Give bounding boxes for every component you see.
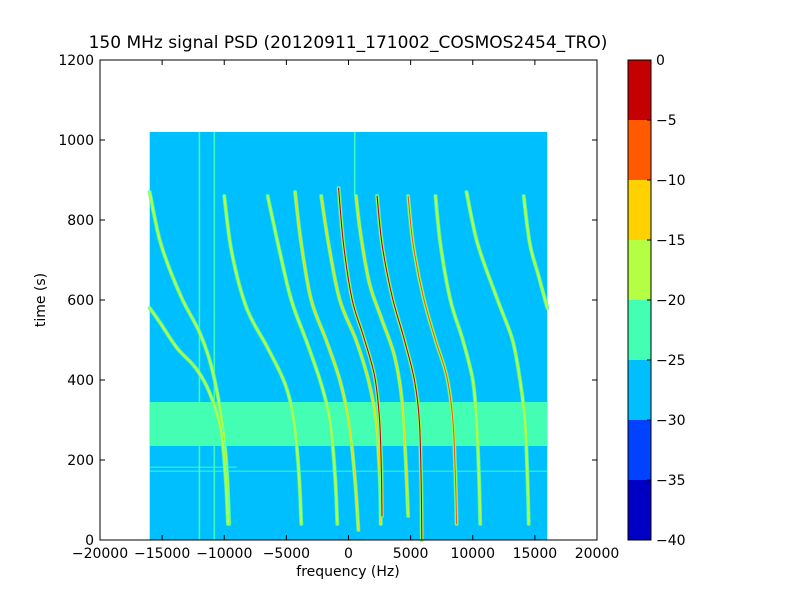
- colorbar-segment: [628, 360, 651, 420]
- signal-trace-core: [407, 195, 458, 525]
- colorbar-tick-label: −15: [656, 233, 686, 249]
- y-tick-label: 1200: [58, 53, 94, 69]
- y-tick-label: 400: [67, 373, 94, 389]
- x-tick-label: 5000: [393, 546, 429, 562]
- colorbar-segment: [628, 300, 651, 360]
- y-tick-label: 0: [85, 533, 94, 549]
- y-tick-label: 800: [67, 213, 94, 229]
- signal-trace-core: [355, 195, 409, 517]
- colorbar-segment: [628, 60, 651, 120]
- signal-trace: [434, 194, 482, 526]
- colorbar-tick-label: −10: [656, 173, 686, 189]
- colorbar-segment: [628, 180, 651, 240]
- chart-title: 150 MHz signal PSD (20120911_171002_COSM…: [89, 33, 608, 53]
- colorbar-tick-label: −35: [656, 473, 686, 489]
- y-axis: 0 200 400 600 800 1000 1200: [58, 53, 597, 549]
- x-tick-label: −10000: [196, 546, 252, 562]
- spectrogram-image: [147, 132, 550, 542]
- x-tick-label: −5000: [263, 546, 310, 562]
- colorbar-tick-label: −40: [656, 533, 686, 549]
- signal-trace: [465, 190, 530, 526]
- colorbar-tick-label: −20: [656, 293, 686, 309]
- colorbar-segment: [628, 480, 651, 540]
- y-tick-label: 600: [67, 293, 94, 309]
- signal-trace: [148, 306, 230, 526]
- x-tick-label: 20000: [575, 546, 620, 562]
- x-axis-label: frequency (Hz): [296, 564, 399, 580]
- signal-trace: [266, 194, 339, 526]
- colorbar-tick-label: −25: [656, 353, 686, 369]
- colorbar-tick-label: 0: [656, 53, 665, 69]
- signal-trace: [522, 194, 549, 310]
- signal-trace: [223, 194, 303, 526]
- x-tick-label: 0: [344, 546, 353, 562]
- background-noise: [149, 132, 548, 540]
- colorbar-axis: 0 −5 −10 −15 −20 −25 −30 −35 −40: [647, 53, 686, 549]
- y-tick-label: 200: [67, 453, 94, 469]
- x-axis: −20000 −15000 −10000 −5000 0 5000 10000 15000 20…: [72, 60, 619, 562]
- x-tick-label: −15000: [134, 546, 190, 562]
- x-tick-label: 15000: [513, 546, 558, 562]
- x-tick-label: −20000: [72, 546, 128, 562]
- signal-trace-core: [338, 187, 383, 517]
- colorbar-segment: [628, 240, 651, 300]
- colorbar-tick-label: −5: [656, 113, 677, 129]
- colorbar-segment: [628, 120, 651, 180]
- signal-trace-core: [294, 191, 359, 531]
- colorbar-tick-label: −30: [656, 413, 686, 429]
- y-tick-label: 1000: [58, 133, 94, 149]
- colorbar-segment: [628, 420, 651, 480]
- y-axis-label: time (s): [33, 273, 49, 327]
- colorbar: [627, 59, 652, 541]
- x-tick-label: 10000: [450, 546, 495, 562]
- signal-trace-core: [376, 195, 423, 541]
